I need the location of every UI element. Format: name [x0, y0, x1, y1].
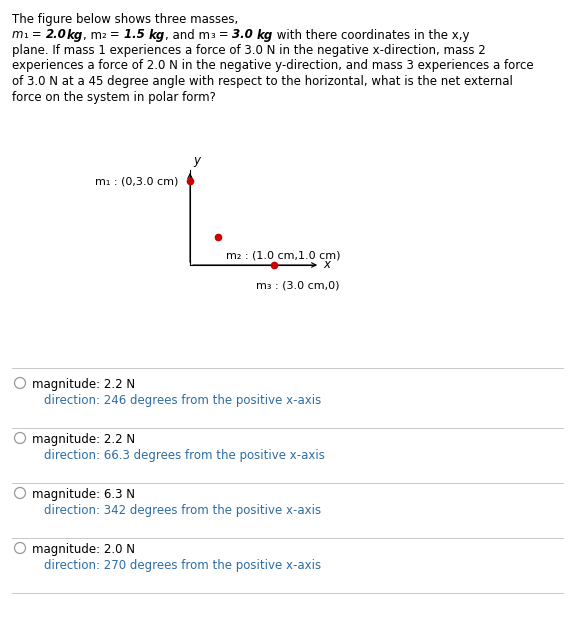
Text: experiences a force of 2.0 N in the negative y-direction, and mass 3 experiences: experiences a force of 2.0 N in the nega…: [12, 60, 534, 73]
Text: , and m: , and m: [165, 29, 210, 42]
Text: 1.5: 1.5: [124, 29, 149, 42]
Text: ₁: ₁: [24, 29, 28, 42]
Text: , m: , m: [83, 29, 102, 42]
Text: with there coordinates in the x,y: with there coordinates in the x,y: [273, 29, 470, 42]
Text: direction: 270 degrees from the positive x-axis: direction: 270 degrees from the positive…: [44, 559, 321, 572]
Text: kg: kg: [257, 29, 273, 42]
Text: m: m: [12, 29, 24, 42]
Text: =: =: [214, 29, 232, 42]
Text: m₃ : (3.0 cm,0): m₃ : (3.0 cm,0): [256, 281, 339, 291]
Text: magnitude: 2.0 N: magnitude: 2.0 N: [32, 543, 135, 556]
Text: ₃: ₃: [210, 29, 214, 42]
Text: 3.0: 3.0: [232, 29, 257, 42]
Text: force on the system in polar form?: force on the system in polar form?: [12, 91, 216, 104]
Text: m₂ : (1.0 cm,1.0 cm): m₂ : (1.0 cm,1.0 cm): [226, 251, 340, 261]
Text: ₂: ₂: [102, 29, 106, 42]
Text: of 3.0 N at a 45 degree angle with respect to the horizontal, what is the net ex: of 3.0 N at a 45 degree angle with respe…: [12, 75, 513, 88]
Text: =: =: [28, 29, 46, 42]
Text: direction: 246 degrees from the positive x-axis: direction: 246 degrees from the positive…: [44, 394, 321, 407]
Text: y: y: [193, 154, 200, 167]
Text: =: =: [106, 29, 124, 42]
Text: The figure below shows three masses,: The figure below shows three masses,: [12, 13, 238, 26]
Text: x: x: [323, 259, 330, 272]
Text: m₁ : (0,3.0 cm): m₁ : (0,3.0 cm): [95, 176, 178, 186]
Text: magnitude: 6.3 N: magnitude: 6.3 N: [32, 488, 135, 501]
Text: magnitude: 2.2 N: magnitude: 2.2 N: [32, 433, 135, 446]
Text: plane. If mass 1 experiences a force of 3.0 N in the negative x-direction, mass : plane. If mass 1 experiences a force of …: [12, 44, 486, 57]
Text: direction: 66.3 degrees from the positive x-axis: direction: 66.3 degrees from the positiv…: [44, 449, 325, 462]
Text: kg: kg: [67, 29, 83, 42]
Text: magnitude: 2.2 N: magnitude: 2.2 N: [32, 378, 135, 391]
Text: kg: kg: [149, 29, 165, 42]
Text: direction: 342 degrees from the positive x-axis: direction: 342 degrees from the positive…: [44, 504, 321, 517]
Text: 2.0: 2.0: [46, 29, 67, 42]
